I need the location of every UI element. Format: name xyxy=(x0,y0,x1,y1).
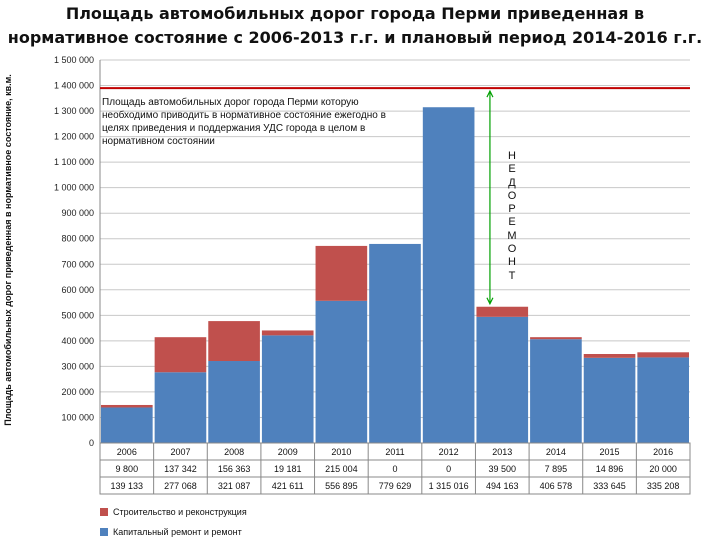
x-tick-label: 2016 xyxy=(653,447,673,457)
bar-repair-2015 xyxy=(583,357,636,443)
x-tick-label: 2006 xyxy=(117,447,137,457)
x-tick-label: 2013 xyxy=(492,447,512,457)
bar-repair-2012 xyxy=(422,107,475,444)
data-label-repair: 406 578 xyxy=(540,481,573,491)
y-tick-label: 600 000 xyxy=(61,285,94,295)
chart-title-line-1: Площадь автомобильных дорог города Перми… xyxy=(65,4,645,23)
y-tick-label: 1 000 000 xyxy=(54,183,94,193)
bar-construction-2009 xyxy=(261,330,314,336)
gap-arrow-head-bottom xyxy=(486,297,494,306)
data-label-construction: 0 xyxy=(392,464,397,474)
y-tick-label: 300 000 xyxy=(61,361,94,371)
bar-construction-2008 xyxy=(208,321,260,362)
data-label-construction: 7 895 xyxy=(545,464,568,474)
chart-title: Площадь автомобильных дорог города Перми… xyxy=(0,2,710,50)
x-tick-label: 2015 xyxy=(600,447,620,457)
data-label-repair: 333 645 xyxy=(593,481,626,491)
data-label-construction: 14 896 xyxy=(596,464,624,474)
bar-repair-2013 xyxy=(476,316,529,443)
chart-plot: 0 100 000 200 000 300 000 400 000 500 000 600 … xyxy=(54,55,691,495)
data-label-construction: 215 004 xyxy=(325,464,358,474)
data-label-construction: 39 500 xyxy=(489,464,517,474)
data-label-construction: 156 363 xyxy=(218,464,251,474)
y-tick-label: 400 000 xyxy=(61,336,94,346)
y-tick-label: 500 000 xyxy=(61,310,94,320)
data-label-repair: 779 629 xyxy=(379,481,412,491)
bar-construction-2010 xyxy=(315,245,368,301)
bar-repair-2006 xyxy=(101,407,153,443)
legend-label-construction: Строительство и реконструкция xyxy=(113,507,247,517)
y-tick-label: 1 100 000 xyxy=(54,157,94,167)
bar-construction-2013 xyxy=(476,306,529,317)
data-label-repair: 321 087 xyxy=(218,481,251,491)
x-tick-label: 2007 xyxy=(170,447,190,457)
legend-swatch-repair xyxy=(100,528,108,536)
y-tick-label: 900 000 xyxy=(61,208,94,218)
bar-construction-2016 xyxy=(637,352,689,358)
x-tick-label: 2009 xyxy=(278,447,298,457)
x-tick-label: 2011 xyxy=(385,447,404,457)
y-tick-label: 700 000 xyxy=(61,259,94,269)
x-tick-label: 2010 xyxy=(331,447,351,457)
y-tick-label: 1 500 000 xyxy=(54,55,94,65)
legend-swatch-construction xyxy=(100,508,108,516)
data-label-repair: 277 068 xyxy=(164,481,197,491)
bars xyxy=(101,107,689,444)
bar-repair-2011 xyxy=(369,243,421,443)
bar-construction-2015 xyxy=(583,354,636,358)
y-tick-label: 0 xyxy=(89,438,94,448)
reference-line-note: Площадь автомобильных дорог города Перми… xyxy=(102,97,386,147)
bar-construction-2006 xyxy=(101,404,153,408)
data-label-construction: 137 342 xyxy=(164,464,197,474)
legend-item-repair: Капитальный ремонт и ремонт xyxy=(100,525,340,539)
data-label-construction: 19 181 xyxy=(274,464,302,474)
y-tick-label: 1 400 000 xyxy=(54,81,94,91)
bar-construction-2007 xyxy=(154,337,207,373)
gap-arrow-head-top xyxy=(486,89,494,98)
x-tick-label: 2012 xyxy=(439,447,459,457)
bar-repair-2010 xyxy=(315,300,368,443)
bar-repair-2008 xyxy=(208,361,260,443)
y-tick-label: 1 200 000 xyxy=(54,132,94,142)
chart-title-line-2: нормативное состояние с 2006-2013 г.г. и… xyxy=(7,28,703,47)
bar-repair-2007 xyxy=(154,372,207,443)
y-tick-label: 100 000 xyxy=(61,412,94,422)
data-label-repair: 556 895 xyxy=(325,481,358,491)
data-label-repair: 1 315 016 xyxy=(429,481,469,491)
gap-annotation-text: НЕДОРЕМОНТ xyxy=(507,150,517,282)
table-frame xyxy=(99,442,691,495)
gap-arrow-group xyxy=(486,89,494,306)
y-tick-label: 200 000 xyxy=(61,387,94,397)
data-label-repair: 421 611 xyxy=(272,481,304,491)
bar-repair-2009 xyxy=(261,335,314,443)
bar-repair-2014 xyxy=(530,339,582,443)
y-axis-ticks: 0 100 000 200 000 300 000 400 000 500 000 600 … xyxy=(54,55,94,448)
data-label-construction: 0 xyxy=(446,464,451,474)
x-tick-label: 2008 xyxy=(224,447,244,457)
data-label-repair: 494 163 xyxy=(486,481,519,491)
data-label-repair: 139 133 xyxy=(111,481,144,491)
y-tick-label: 800 000 xyxy=(61,234,94,244)
data-label-construction: 9 800 xyxy=(116,464,139,474)
bar-repair-2016 xyxy=(637,357,689,443)
legend-label-repair: Капитальный ремонт и ремонт xyxy=(113,527,242,537)
data-label-repair: 335 208 xyxy=(647,481,680,491)
legend: Строительство и реконструкция Капитальны… xyxy=(100,505,340,539)
legend-item-construction: Строительство и реконструкция xyxy=(100,505,340,519)
y-tick-label: 1 300 000 xyxy=(54,106,94,116)
bar-construction-2014 xyxy=(530,337,582,340)
data-label-construction: 20 000 xyxy=(649,464,677,474)
x-tick-label: 2014 xyxy=(546,447,566,457)
data-table: 2006 9 800 139 133 2007 137 342 277 068 2008 15… xyxy=(99,442,691,495)
